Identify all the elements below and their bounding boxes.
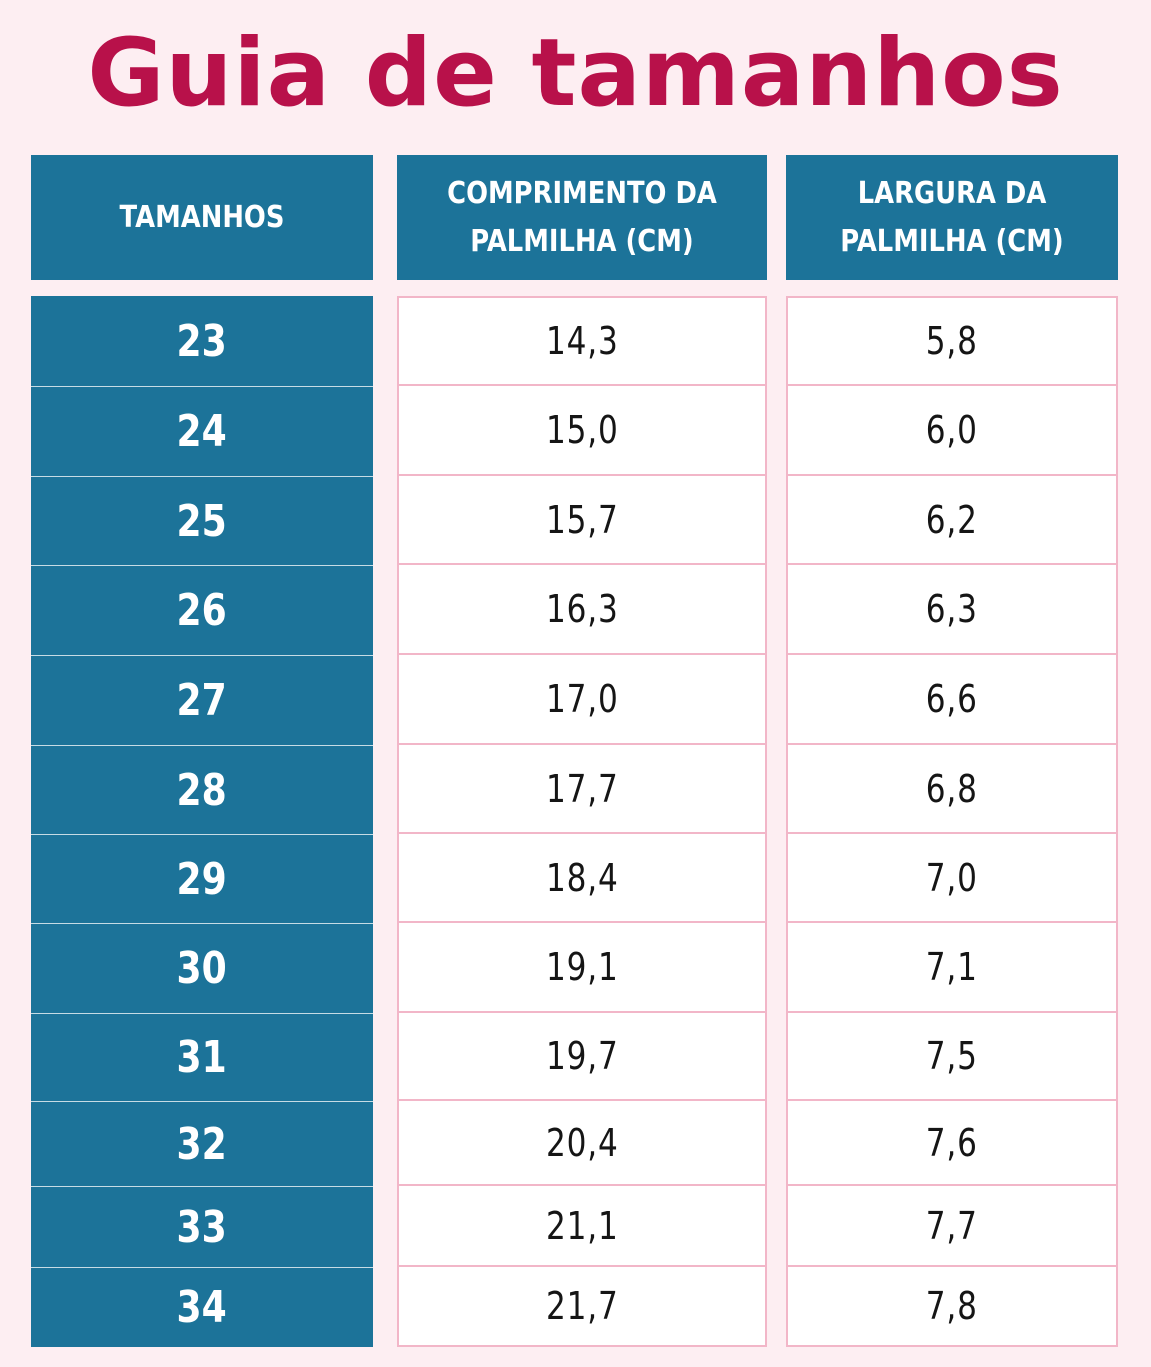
header-length-line-2: PALMILHA (CM) — [470, 223, 694, 259]
size-cell: 30 — [31, 923, 373, 1013]
size-value: 34 — [176, 1282, 228, 1333]
header-width-line-1: LARGURA DA — [857, 175, 1047, 211]
width-value: 6,3 — [925, 587, 979, 631]
header-length-bg — [397, 155, 767, 280]
length-cell: 17,7 — [397, 745, 767, 834]
header-size-label: TAMANHOS — [119, 199, 285, 235]
width-value: 7,1 — [925, 945, 979, 989]
size-value: 28 — [176, 764, 228, 816]
width-value: 7,0 — [925, 855, 979, 900]
width-cell: 6,3 — [786, 565, 1118, 655]
header-size: TAMANHOS — [55, 155, 349, 280]
size-value: 25 — [176, 495, 228, 547]
size-cell: 23 — [31, 296, 373, 386]
size-cell: 29 — [31, 834, 373, 923]
width-cell: 7,6 — [786, 1101, 1118, 1186]
header-size-bg — [31, 155, 373, 280]
length-cell: 15,0 — [397, 386, 767, 476]
length-cell: 19,7 — [397, 1013, 767, 1101]
header-width: LARGURA DA PALMILHA (CM) — [809, 155, 1095, 280]
width-cell: 7,5 — [786, 1013, 1118, 1101]
length-value: 18,4 — [545, 855, 619, 900]
width-cell: 6,2 — [786, 476, 1118, 565]
length-value: 17,0 — [545, 677, 619, 721]
width-value: 7,5 — [925, 1034, 979, 1078]
width-cell: 5,8 — [786, 296, 1118, 386]
width-value: 6,8 — [925, 766, 979, 811]
width-cell: 7,7 — [786, 1186, 1118, 1267]
header-width-line-2: PALMILHA (CM) — [840, 223, 1064, 259]
length-value: 17,7 — [545, 766, 619, 811]
size-cell: 34 — [31, 1267, 373, 1347]
length-value: 19,1 — [545, 945, 619, 989]
size-cell: 33 — [31, 1186, 373, 1267]
size-value: 33 — [176, 1201, 228, 1253]
length-cell: 21,7 — [397, 1267, 767, 1347]
width-cell: 7,8 — [786, 1267, 1118, 1347]
length-value: 15,0 — [545, 408, 619, 452]
length-cell: 16,3 — [397, 565, 767, 655]
length-cell: 21,1 — [397, 1186, 767, 1267]
width-value: 7,6 — [925, 1120, 979, 1165]
size-cell: 27 — [31, 655, 373, 745]
width-value: 7,7 — [925, 1203, 979, 1248]
header-width-bg — [786, 155, 1118, 280]
length-value: 19,7 — [545, 1034, 619, 1078]
header-length-line-1: COMPRIMENTO DA — [447, 175, 717, 211]
size-value: 27 — [176, 675, 228, 726]
size-cell: 25 — [31, 476, 373, 565]
size-cell: 24 — [31, 386, 373, 476]
size-value: 30 — [176, 943, 228, 994]
length-cell: 18,4 — [397, 834, 767, 923]
size-value: 26 — [176, 585, 228, 636]
length-cell: 20,4 — [397, 1101, 767, 1186]
size-cell: 31 — [31, 1013, 373, 1101]
length-cell: 17,0 — [397, 655, 767, 745]
width-cell: 6,6 — [786, 655, 1118, 745]
length-value: 21,1 — [545, 1203, 619, 1248]
size-cell: 26 — [31, 565, 373, 655]
length-value: 21,7 — [545, 1284, 619, 1328]
width-value: 7,8 — [925, 1284, 979, 1328]
size-value: 29 — [176, 853, 228, 905]
page-title: Guia de tamanhos — [87, 19, 1064, 128]
length-value: 20,4 — [545, 1120, 619, 1165]
width-cell: 6,0 — [786, 386, 1118, 476]
width-value: 6,0 — [925, 408, 979, 452]
size-value: 23 — [176, 315, 228, 367]
header-length: COMPRIMENTO DA PALMILHA (CM) — [423, 155, 741, 280]
length-value: 16,3 — [545, 587, 619, 631]
width-cell: 7,0 — [786, 834, 1118, 923]
width-value: 6,6 — [925, 677, 979, 721]
size-cell: 32 — [31, 1101, 373, 1186]
width-value: 5,8 — [925, 319, 979, 363]
size-value: 24 — [176, 406, 228, 457]
size-value: 31 — [176, 1032, 228, 1083]
width-cell: 7,1 — [786, 923, 1118, 1013]
length-cell: 19,1 — [397, 923, 767, 1013]
length-cell: 15,7 — [397, 476, 767, 565]
width-cell: 6,8 — [786, 745, 1118, 834]
length-value: 15,7 — [545, 497, 619, 542]
size-cell: 28 — [31, 745, 373, 834]
length-value: 14,3 — [545, 319, 619, 363]
length-cell: 14,3 — [397, 296, 767, 386]
width-value: 6,2 — [925, 497, 979, 542]
size-value: 32 — [176, 1118, 228, 1170]
